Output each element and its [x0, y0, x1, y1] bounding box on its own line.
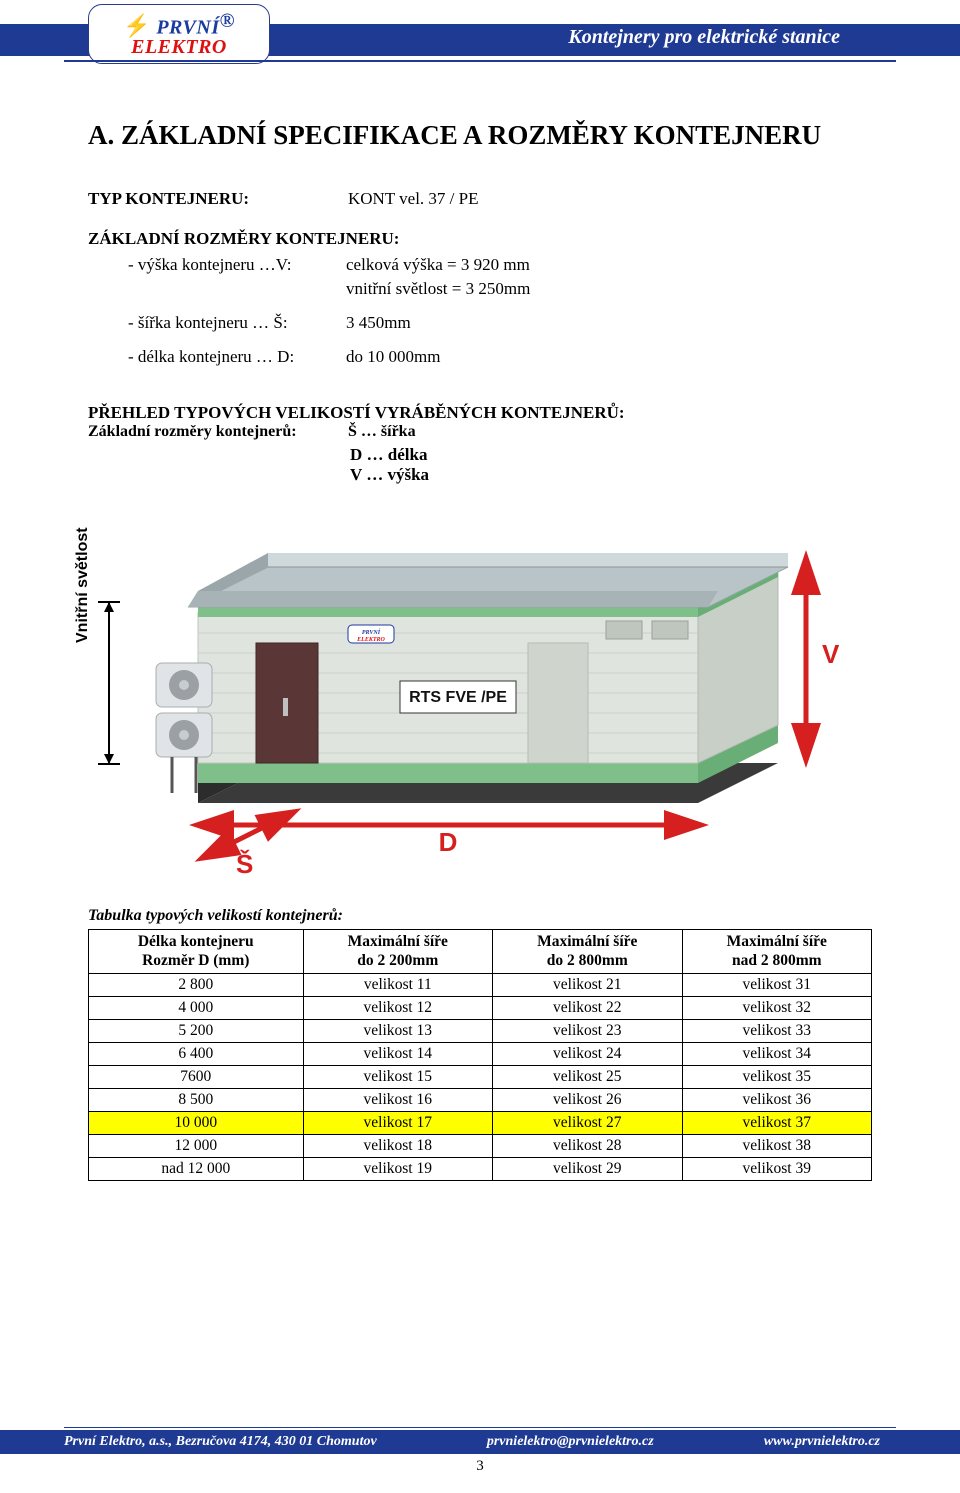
dim-value: 3 450mm [346, 313, 872, 333]
table-cell: velikost 21 [493, 973, 682, 996]
table-cell: velikost 12 [303, 996, 492, 1019]
table-header: Maximální šířenad 2 800mm [682, 930, 872, 974]
footer-left: První Elektro, a.s., Bezručova 4174, 430… [64, 1434, 377, 1450]
table-cell: velikost 32 [682, 996, 872, 1019]
table-row: 6 400velikost 14velikost 24velikost 34 [89, 1042, 872, 1065]
table-header: Délka kontejneruRozměr D (mm) [89, 930, 304, 974]
table-cell: velikost 31 [682, 973, 872, 996]
dim-arrow-vertical [108, 603, 110, 763]
dim-cap [98, 763, 120, 765]
table-row: 12 000velikost 18velikost 28velikost 38 [89, 1134, 872, 1157]
table-cell: velikost 16 [303, 1088, 492, 1111]
table-cell: velikost 34 [682, 1042, 872, 1065]
table-cell: velikost 27 [493, 1111, 682, 1134]
table-cell: velikost 36 [682, 1088, 872, 1111]
overview-sub: Základní rozměry kontejnerů: Š … šířka [88, 423, 872, 441]
table-cell: velikost 33 [682, 1019, 872, 1042]
table-cell: 6 400 [89, 1042, 304, 1065]
logo-line1: PRVNÍ [156, 16, 219, 38]
table-cell: velikost 37 [682, 1111, 872, 1134]
table-cell: velikost 19 [303, 1157, 492, 1180]
page-number: 3 [0, 1458, 960, 1475]
svg-text:Š: Š [236, 849, 253, 879]
overview-sub-label: Základní rozměry kontejnerů: [88, 423, 348, 441]
table-row: nad 12 000velikost 19velikost 29velikost… [89, 1157, 872, 1180]
header-rule [64, 60, 896, 62]
table-cell: 12 000 [89, 1134, 304, 1157]
table-cell: velikost 18 [303, 1134, 492, 1157]
dim-value: vnitřní světlost = 3 250mm [346, 279, 872, 299]
dim-label: - šířka kontejneru … Š: [128, 313, 346, 333]
table-row: 8 500velikost 16velikost 26velikost 36 [89, 1088, 872, 1111]
footer-bar: První Elektro, a.s., Bezručova 4174, 430… [0, 1430, 960, 1454]
table-row: 7600velikost 15velikost 25velikost 35 [89, 1065, 872, 1088]
dims-list: - výška kontejneru …V: celková výška = 3… [128, 255, 872, 367]
dim-label: - délka kontejneru … D: [128, 347, 346, 367]
section-title: A. ZÁKLADNÍ SPECIFIKACE A ROZMĚRY KONTEJ… [88, 120, 872, 151]
table-row: 2 800velikost 11velikost 21velikost 31 [89, 973, 872, 996]
content: A. ZÁKLADNÍ SPECIFIKACE A ROZMĚRY KONTEJ… [0, 72, 960, 1181]
table-header: Maximální šíředo 2 200mm [303, 930, 492, 974]
table-row: 5 200velikost 13velikost 23velikost 33 [89, 1019, 872, 1042]
table-header: Maximální šíředo 2 800mm [493, 930, 682, 974]
sizes-table: Délka kontejneruRozměr D (mm) Maximální … [88, 929, 872, 1181]
table-cell: velikost 39 [682, 1157, 872, 1180]
type-value: KONT vel. 37 / PE [348, 189, 872, 209]
table-cell: velikost 11 [303, 973, 492, 996]
type-label: TYP KONTEJNERU: [88, 189, 348, 209]
dim-value: celková výška = 3 920 mm [346, 255, 872, 275]
table-row: 4 000velikost 12velikost 22velikost 32 [89, 996, 872, 1019]
dims-head: ZÁKLADNÍ ROZMĚRY KONTEJNERU: [88, 229, 872, 249]
container-diagram: Vnitřní světlost [78, 503, 848, 883]
table-cell: velikost 15 [303, 1065, 492, 1088]
table-cell: 5 200 [89, 1019, 304, 1042]
svg-text:PRVNÍ: PRVNÍ [362, 628, 381, 636]
spec-block: TYP KONTEJNERU: KONT vel. 37 / PE ZÁKLAD… [88, 189, 872, 367]
table-cell: velikost 17 [303, 1111, 492, 1134]
th-line1: Délka kontejneruRozměr D (mm) [138, 933, 254, 969]
table-cell: 7600 [89, 1065, 304, 1088]
svg-text:V: V [822, 639, 840, 669]
bolt-icon: ⚡ [123, 13, 150, 38]
footer-rule [64, 1427, 896, 1429]
footer-mid: prvnielektro@prvnielektro.cz [487, 1434, 654, 1450]
table-cell: velikost 24 [493, 1042, 682, 1065]
logo-line2: ELEKTRO [131, 37, 227, 57]
logo-reg: ® [220, 10, 235, 32]
dim-label: - výška kontejneru …V: [128, 255, 346, 275]
table-cell: 8 500 [89, 1088, 304, 1111]
footer-right: www.prvnielektro.cz [764, 1434, 880, 1450]
overview-v: V … výška [350, 465, 872, 485]
table-title: Tabulka typových velikostí kontejnerů: [88, 907, 872, 925]
page-header: ⚡ PRVNÍ® ELEKTRO Kontejnery pro elektric… [0, 0, 960, 72]
table-cell: velikost 26 [493, 1088, 682, 1111]
table-cell: 10 000 [89, 1111, 304, 1134]
svg-text:D: D [439, 827, 458, 857]
overview-d: D … délka [350, 445, 872, 465]
overview-s: Š … šířka [348, 423, 872, 441]
inner-clearance-label: Vnitřní světlost [74, 527, 92, 643]
dim-value: do 10 000mm [346, 347, 872, 367]
table-cell: nad 12 000 [89, 1157, 304, 1180]
table-cell: 4 000 [89, 996, 304, 1019]
overview-head: PŘEHLED TYPOVÝCH VELIKOSTÍ VYRÁBĚNÝCH KO… [88, 403, 872, 423]
company-logo: ⚡ PRVNÍ® ELEKTRO [88, 4, 270, 64]
table-cell: velikost 35 [682, 1065, 872, 1088]
table-cell: 2 800 [89, 973, 304, 996]
table-cell: velikost 25 [493, 1065, 682, 1088]
dim-label [128, 279, 346, 299]
header-title: Kontejnery pro elektrické stanice [568, 26, 840, 49]
svg-text:ELEKTRO: ELEKTRO [356, 637, 385, 643]
table-cell: velikost 23 [493, 1019, 682, 1042]
table-cell: velikost 13 [303, 1019, 492, 1042]
container-svg: PRVNÍ ELEKTRO RTS FVE /PE [138, 503, 868, 883]
table-row: 10 000velikost 17velikost 27velikost 37 [89, 1111, 872, 1134]
table-cell: velikost 28 [493, 1134, 682, 1157]
table-cell: velikost 14 [303, 1042, 492, 1065]
table-cell: velikost 29 [493, 1157, 682, 1180]
table-cell: velikost 22 [493, 996, 682, 1019]
table-cell: velikost 38 [682, 1134, 872, 1157]
svg-text:RTS FVE /PE: RTS FVE /PE [409, 689, 507, 706]
page-footer: První Elektro, a.s., Bezručova 4174, 430… [0, 1427, 960, 1476]
